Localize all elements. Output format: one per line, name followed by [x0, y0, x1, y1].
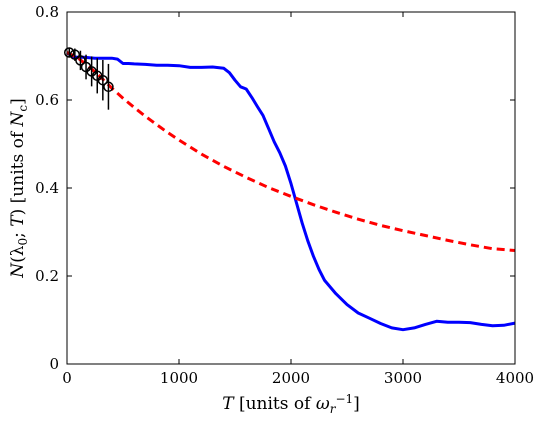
x-tick-label: 2000 [272, 369, 310, 387]
series-line-red-dashed [66, 51, 516, 252]
data-point-marker [103, 81, 114, 93]
data-point-marker [75, 55, 86, 66]
series-line-blue [66, 51, 516, 332]
data-point-marker [69, 49, 81, 60]
x-tick-label: 0 [62, 369, 72, 387]
y-tick-label: 0.6 [35, 91, 59, 109]
data-point-marker [97, 74, 109, 86]
x-tick-label: 4000 [496, 369, 534, 387]
x-tick-label: 1000 [160, 369, 198, 387]
x-axis-label: T [units of ωr−1] [222, 392, 360, 416]
y-tick-label: 0.2 [35, 267, 59, 285]
plot-area [63, 47, 516, 332]
y-tick-label: 0 [49, 355, 59, 373]
y-tick-label: 0.4 [35, 179, 59, 197]
x-tick-label: 3000 [384, 369, 422, 387]
data-point-marker [63, 47, 75, 58]
ticks: 0 1000 2000 3000 4000 0 0.2 0.4 0.6 0.8 [35, 3, 534, 387]
y-axis-label: N(λ0; T) [units of Nc] [8, 98, 30, 279]
y-tick-label: 0.8 [35, 3, 59, 21]
